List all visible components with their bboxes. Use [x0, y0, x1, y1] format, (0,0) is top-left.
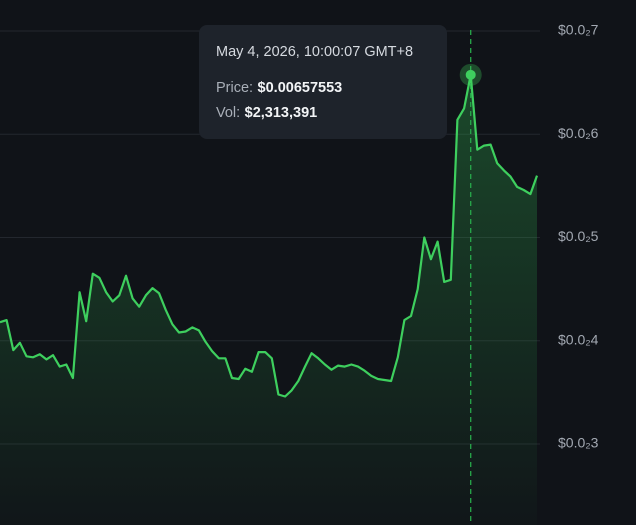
price-label: Price: — [216, 80, 253, 96]
vol-label: Vol: — [216, 105, 240, 121]
tooltip-date: May 4, 2026, 10:00:07 GMT+8 — [216, 44, 413, 60]
y-tick-label: $0.0₂3 — [558, 435, 599, 451]
tooltip: May 4, 2026, 10:00:07 GMT+8 Price: $0.00… — [199, 25, 447, 139]
area — [0, 74, 537, 525]
hover-point — [465, 69, 476, 80]
y-tick-label: $0.0₂5 — [558, 228, 599, 244]
tooltip-box — [199, 25, 447, 139]
tooltip-vol: Vol: $2,313,391 — [216, 104, 317, 121]
y-tick-label: $0.0₂7 — [558, 22, 599, 38]
y-tick-label: $0.0₂6 — [558, 125, 599, 141]
price-value: $0.00657553 — [258, 80, 343, 96]
vol-value: $2,313,391 — [245, 105, 318, 121]
y-tick-label: $0.0₂4 — [558, 331, 599, 347]
price-line — [0, 73, 539, 398]
tooltip-price: Price: $0.00657553 — [216, 79, 342, 96]
